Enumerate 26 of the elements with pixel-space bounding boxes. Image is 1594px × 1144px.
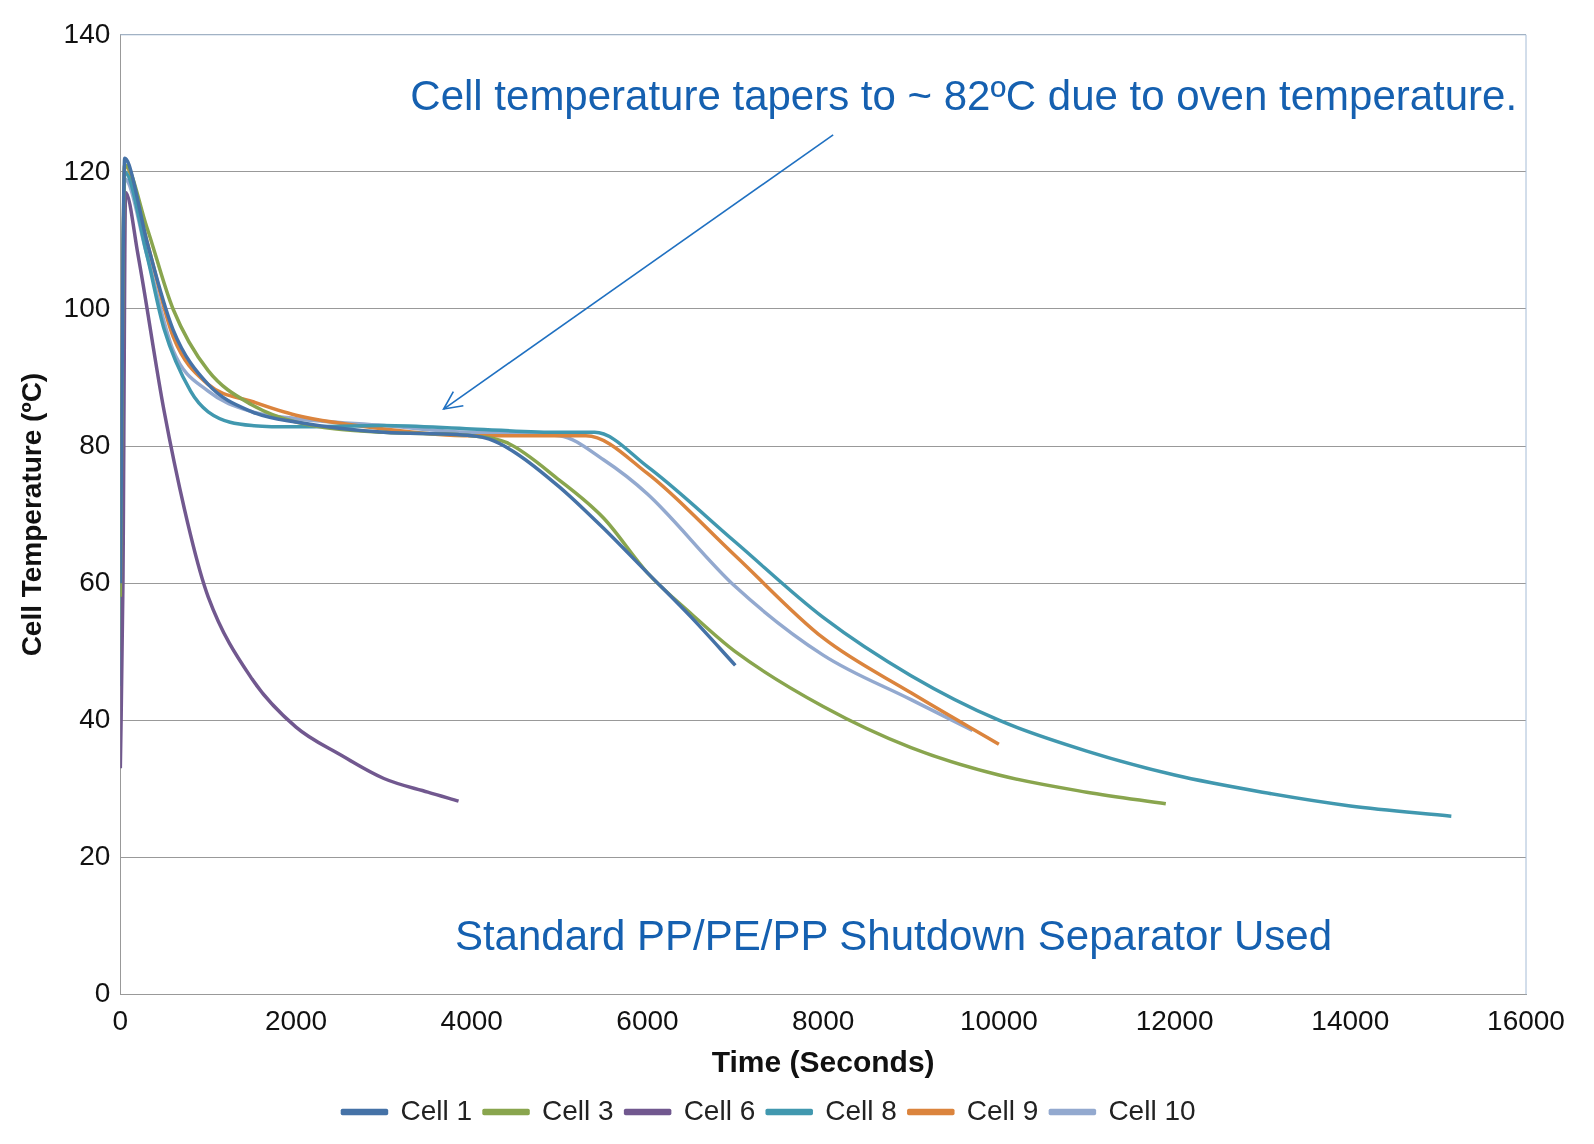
y-tick-label: 0: [94, 977, 111, 1009]
annotation: Cell temperature tapers to ~ 82ºC due to oven temperature.: [410, 72, 1518, 120]
x-tick-label: 12000: [1135, 1004, 1214, 1036]
y-tick-label: 60: [79, 565, 111, 597]
x-tick-label: 10000: [959, 1004, 1038, 1036]
legend-label: Cell 6: [683, 1094, 756, 1126]
x-tick-label: 16000: [1487, 1004, 1565, 1036]
y-axis-title: Cell Temperature (ºC): [15, 372, 47, 657]
annotation: Standard PP/PE/PP Shutdown Separator Used: [454, 911, 1332, 959]
legend-label: Cell 9: [966, 1094, 1039, 1126]
x-tick-label: 8000: [792, 1004, 855, 1036]
x-tick-label: 6000: [616, 1004, 679, 1036]
y-tick-label: 20: [79, 840, 111, 872]
y-tick-label: 100: [63, 291, 111, 323]
x-tick-label: 2000: [264, 1004, 328, 1036]
legend-label: Cell 3: [542, 1094, 614, 1126]
y-tick-label: 80: [79, 428, 111, 460]
legend-label: Cell 1: [400, 1094, 473, 1126]
x-tick-label: 14000: [1311, 1004, 1390, 1036]
y-tick-label: 120: [63, 154, 111, 186]
legend-label: Cell 10: [1108, 1094, 1196, 1126]
y-tick-label: 140: [63, 17, 111, 49]
x-tick-label: 4000: [440, 1004, 503, 1036]
y-tick-label: 40: [79, 702, 111, 734]
x-axis-title: Time (Seconds): [711, 1045, 935, 1079]
legend-label: Cell 8: [825, 1094, 897, 1126]
